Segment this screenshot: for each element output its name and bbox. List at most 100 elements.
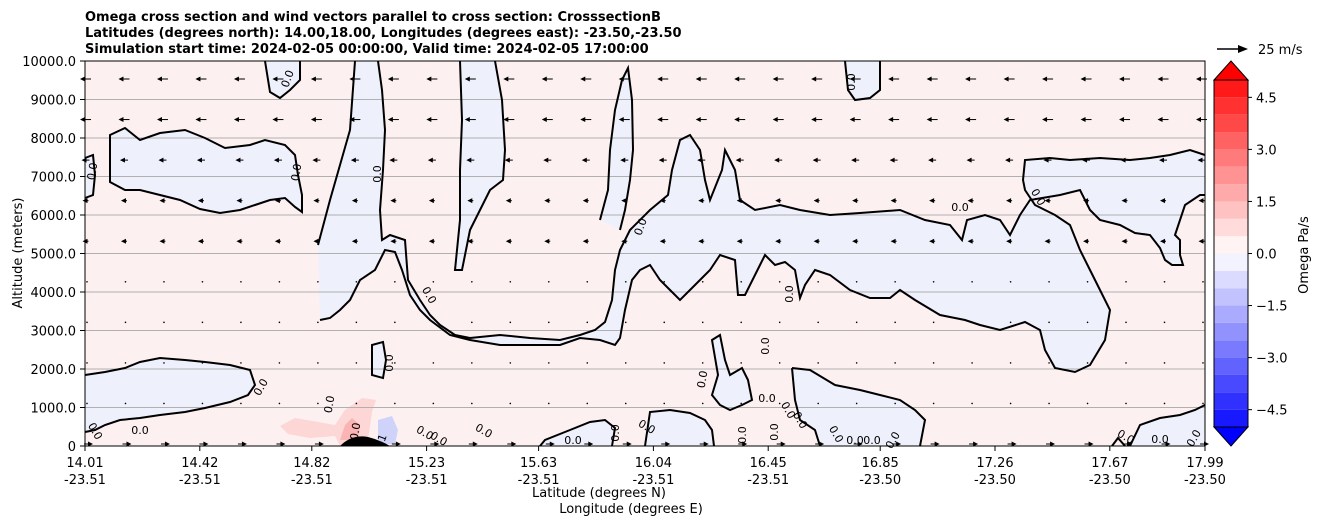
wind-vector-head (118, 76, 124, 82)
wind-vector (663, 402, 666, 405)
wind-vector-head (159, 238, 165, 244)
wind-vector (317, 362, 319, 364)
wind-vector-head (505, 238, 511, 244)
wind-vector-head (1157, 117, 1163, 123)
contour-label: 0.0 (131, 424, 149, 437)
quiver-key: 25 m/s (1217, 43, 1303, 58)
wind-vector-head (544, 198, 550, 204)
wind-vector (163, 402, 165, 405)
wind-vector (317, 402, 319, 405)
colorbar-tick-label: 3.0 (1256, 143, 1277, 158)
wind-vector (394, 280, 396, 283)
wind-vector (201, 280, 204, 283)
y-tick-label: 7000.0 (31, 171, 77, 186)
wind-vector-head (926, 117, 932, 123)
wind-vector (547, 321, 550, 324)
wind-vector-head (698, 198, 704, 204)
wind-vector-head (819, 441, 825, 447)
wind-vector (163, 362, 165, 364)
wind-vector (740, 280, 743, 283)
contour-label: 0.0 (383, 354, 396, 372)
contour-label: 0.0 (845, 73, 858, 91)
x-tick-label-lon: -23.51 (406, 473, 448, 488)
wind-vector-head (582, 238, 588, 244)
wind-vector-head (1005, 157, 1011, 163)
wind-vector-head (1196, 76, 1201, 82)
contour-label: 0.0 (783, 285, 796, 303)
wind-vector-head (1082, 157, 1088, 163)
negative-region-upper-left (110, 128, 302, 213)
x-tick-label-lat: 17.26 (976, 456, 1013, 471)
wind-vector-head (813, 238, 819, 244)
wind-vector (432, 321, 435, 324)
wind-vector (971, 280, 973, 283)
wind-vector (547, 280, 550, 283)
wind-vector-head (428, 198, 434, 204)
wind-vector-head (1088, 441, 1094, 447)
wind-vector-head (467, 198, 473, 204)
wind-vector-head (929, 198, 935, 204)
x-tick-label-lat: 16.85 (862, 456, 899, 471)
wind-vector (355, 321, 358, 324)
wind-vector (855, 280, 858, 283)
wind-vector (1009, 362, 1012, 364)
wind-vector-head (698, 238, 704, 244)
contour-left-edge (84, 153, 97, 199)
wind-vector-head (119, 157, 125, 163)
wind-vector-head (774, 157, 780, 163)
x-axis: 14.01 -23.51 14.42 -23.51 14.82 -23.51 15.23 -2… (64, 446, 1226, 488)
wind-vector (394, 321, 396, 324)
contour-label: 0.0 (85, 162, 101, 181)
wind-vector (817, 321, 819, 324)
wind-vector (355, 402, 358, 405)
wind-vector (86, 280, 88, 283)
wind-vector-head (426, 117, 432, 123)
x-tick-label-lon: -23.51 (64, 473, 106, 488)
wind-vector (1086, 402, 1089, 405)
wind-vector (817, 402, 819, 405)
contour-label: 0.0 (758, 392, 776, 405)
wind-vector (509, 321, 512, 324)
wind-vector-head (734, 76, 740, 82)
wind-vector-head (852, 198, 858, 204)
wind-vector-head (1080, 76, 1086, 82)
wind-vector-head (888, 117, 894, 123)
wind-vector-head (390, 198, 396, 204)
positive-patch-strong (340, 418, 360, 440)
wind-vector (240, 402, 242, 405)
wind-vector-head (1159, 157, 1165, 163)
x-tick-label-lon: -23.51 (632, 473, 674, 488)
contour-label: 0.0 (609, 424, 622, 442)
wind-vector (471, 362, 473, 364)
wind-vector (855, 402, 858, 405)
wind-vector-head (588, 441, 594, 447)
wind-vector (1086, 280, 1089, 283)
wind-vector (278, 321, 281, 324)
wind-vector-head (1165, 441, 1171, 447)
wind-vector-head (1003, 117, 1009, 123)
wind-vector-head (973, 441, 979, 447)
wind-vector-head (1006, 198, 1012, 204)
wind-vector-head (857, 441, 863, 447)
wind-vector-head (926, 76, 932, 82)
x-axis-label-latitude: Latitude (degrees N) (532, 486, 666, 501)
contour-tall-column (453, 60, 507, 271)
wind-vector-head (659, 238, 665, 244)
wind-vector (1009, 321, 1012, 324)
wind-vector (1048, 402, 1050, 405)
negative-region-bottom-2 (645, 410, 714, 446)
colorbar-tick-label: 1.5 (1256, 195, 1277, 210)
wind-vector (432, 362, 435, 364)
colorbar-tick-label: −3.0 (1256, 352, 1288, 367)
wind-vector (278, 402, 281, 405)
contour-top-right (844, 60, 881, 102)
wind-vector-head (811, 117, 817, 123)
contour-label: 0.0 (736, 426, 749, 444)
contour-right-upper (319, 148, 1206, 374)
wind-vector-head (896, 441, 902, 447)
contour-label: 0.0 (632, 216, 650, 237)
wind-vector (586, 402, 589, 405)
wind-vector-head (549, 441, 555, 447)
quiver-key-arrow-head (1238, 45, 1248, 53)
colorbar-segment (1214, 132, 1248, 150)
